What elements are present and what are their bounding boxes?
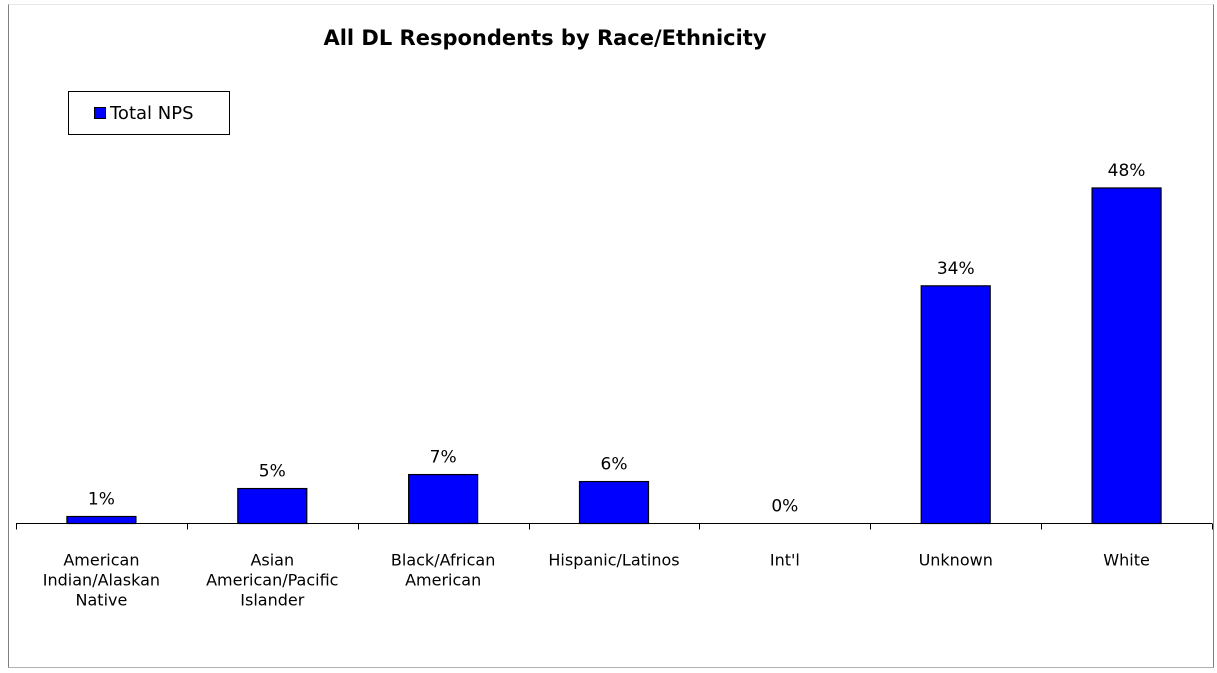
- data-label: 7%: [430, 448, 457, 468]
- data-label: 34%: [937, 259, 975, 279]
- data-label: 6%: [601, 455, 628, 475]
- category-label: Asian American/Pacific Islander: [206, 551, 338, 610]
- legend-label: Total NPS: [110, 102, 194, 124]
- category-label: Unknown: [919, 551, 993, 570]
- bar: [66, 515, 137, 525]
- category-label: American Indian/Alaskan Native: [43, 551, 160, 610]
- category-label: White: [1103, 551, 1150, 570]
- category-label: Black/African American: [391, 551, 495, 590]
- bar: [578, 480, 650, 525]
- data-label: 1%: [88, 490, 115, 510]
- bar: [237, 487, 308, 525]
- category-label: Int'l: [770, 551, 800, 570]
- data-label: 48%: [1108, 161, 1146, 181]
- category-label: Hispanic/Latinos: [548, 551, 679, 570]
- chart-title: All DL Respondents by Race/Ethnicity: [323, 26, 767, 50]
- legend: Total NPS: [68, 91, 230, 135]
- data-label: 0%: [771, 497, 798, 517]
- chart-frame: [8, 4, 1214, 668]
- data-label: 5%: [259, 462, 286, 482]
- bar: [1091, 187, 1162, 525]
- bar: [408, 473, 479, 525]
- legend-swatch: [94, 107, 106, 119]
- bar: [920, 285, 991, 525]
